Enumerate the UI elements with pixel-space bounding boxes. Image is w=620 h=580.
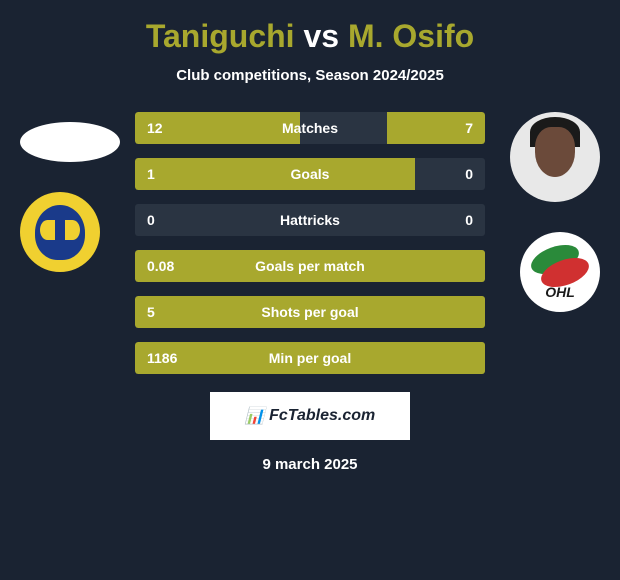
player2-photo bbox=[510, 112, 600, 202]
stat-value-left: 0 bbox=[147, 212, 155, 228]
stat-row: 1186 Min per goal bbox=[135, 342, 485, 374]
subtitle: Club competitions, Season 2024/2025 bbox=[20, 67, 600, 84]
stat-value-right: 0 bbox=[465, 166, 473, 182]
player1-photo bbox=[20, 122, 120, 162]
stat-value-left: 0.08 bbox=[147, 258, 174, 274]
stat-value-right: 0 bbox=[465, 212, 473, 228]
stat-value-left: 1186 bbox=[147, 350, 177, 366]
stat-value-left: 1 bbox=[147, 166, 155, 182]
vs-text: vs bbox=[303, 18, 339, 54]
player2-club-logo: OHL bbox=[520, 232, 600, 312]
stat-row: 12 Matches 7 bbox=[135, 112, 485, 144]
stat-value-left: 5 bbox=[147, 304, 155, 320]
stat-row: 0 Hattricks 0 bbox=[135, 204, 485, 236]
left-player-column bbox=[20, 112, 120, 272]
fctables-logo: 📊 FcTables.com bbox=[210, 392, 410, 440]
stat-label: Min per goal bbox=[269, 350, 351, 366]
stat-label: Matches bbox=[282, 120, 338, 136]
logo-text: FcTables.com bbox=[269, 407, 375, 425]
player2-name: M. Osifo bbox=[348, 18, 474, 54]
stat-row: 1 Goals 0 bbox=[135, 158, 485, 190]
stat-row: 5 Shots per goal bbox=[135, 296, 485, 328]
player1-club-logo bbox=[20, 192, 100, 272]
stat-value-right: 7 bbox=[465, 120, 473, 136]
stat-row: 0.08 Goals per match bbox=[135, 250, 485, 282]
stat-bar-left bbox=[135, 158, 415, 190]
stat-label: Goals per match bbox=[255, 258, 365, 274]
stat-label: Shots per goal bbox=[261, 304, 358, 320]
stats-column: 12 Matches 7 1 Goals 0 0 Hattricks 0 0.08 Goals pe… bbox=[135, 112, 485, 374]
stat-label: Goals bbox=[291, 166, 330, 182]
player1-name: Taniguchi bbox=[146, 18, 295, 54]
date-text: 9 march 2025 bbox=[20, 456, 600, 473]
stat-value-left: 12 bbox=[147, 120, 163, 136]
comparison-title: Taniguchi vs M. Osifo bbox=[20, 18, 600, 55]
club2-label: OHL bbox=[520, 284, 600, 300]
stat-label: Hattricks bbox=[280, 212, 340, 228]
right-player-column: OHL bbox=[500, 112, 600, 312]
